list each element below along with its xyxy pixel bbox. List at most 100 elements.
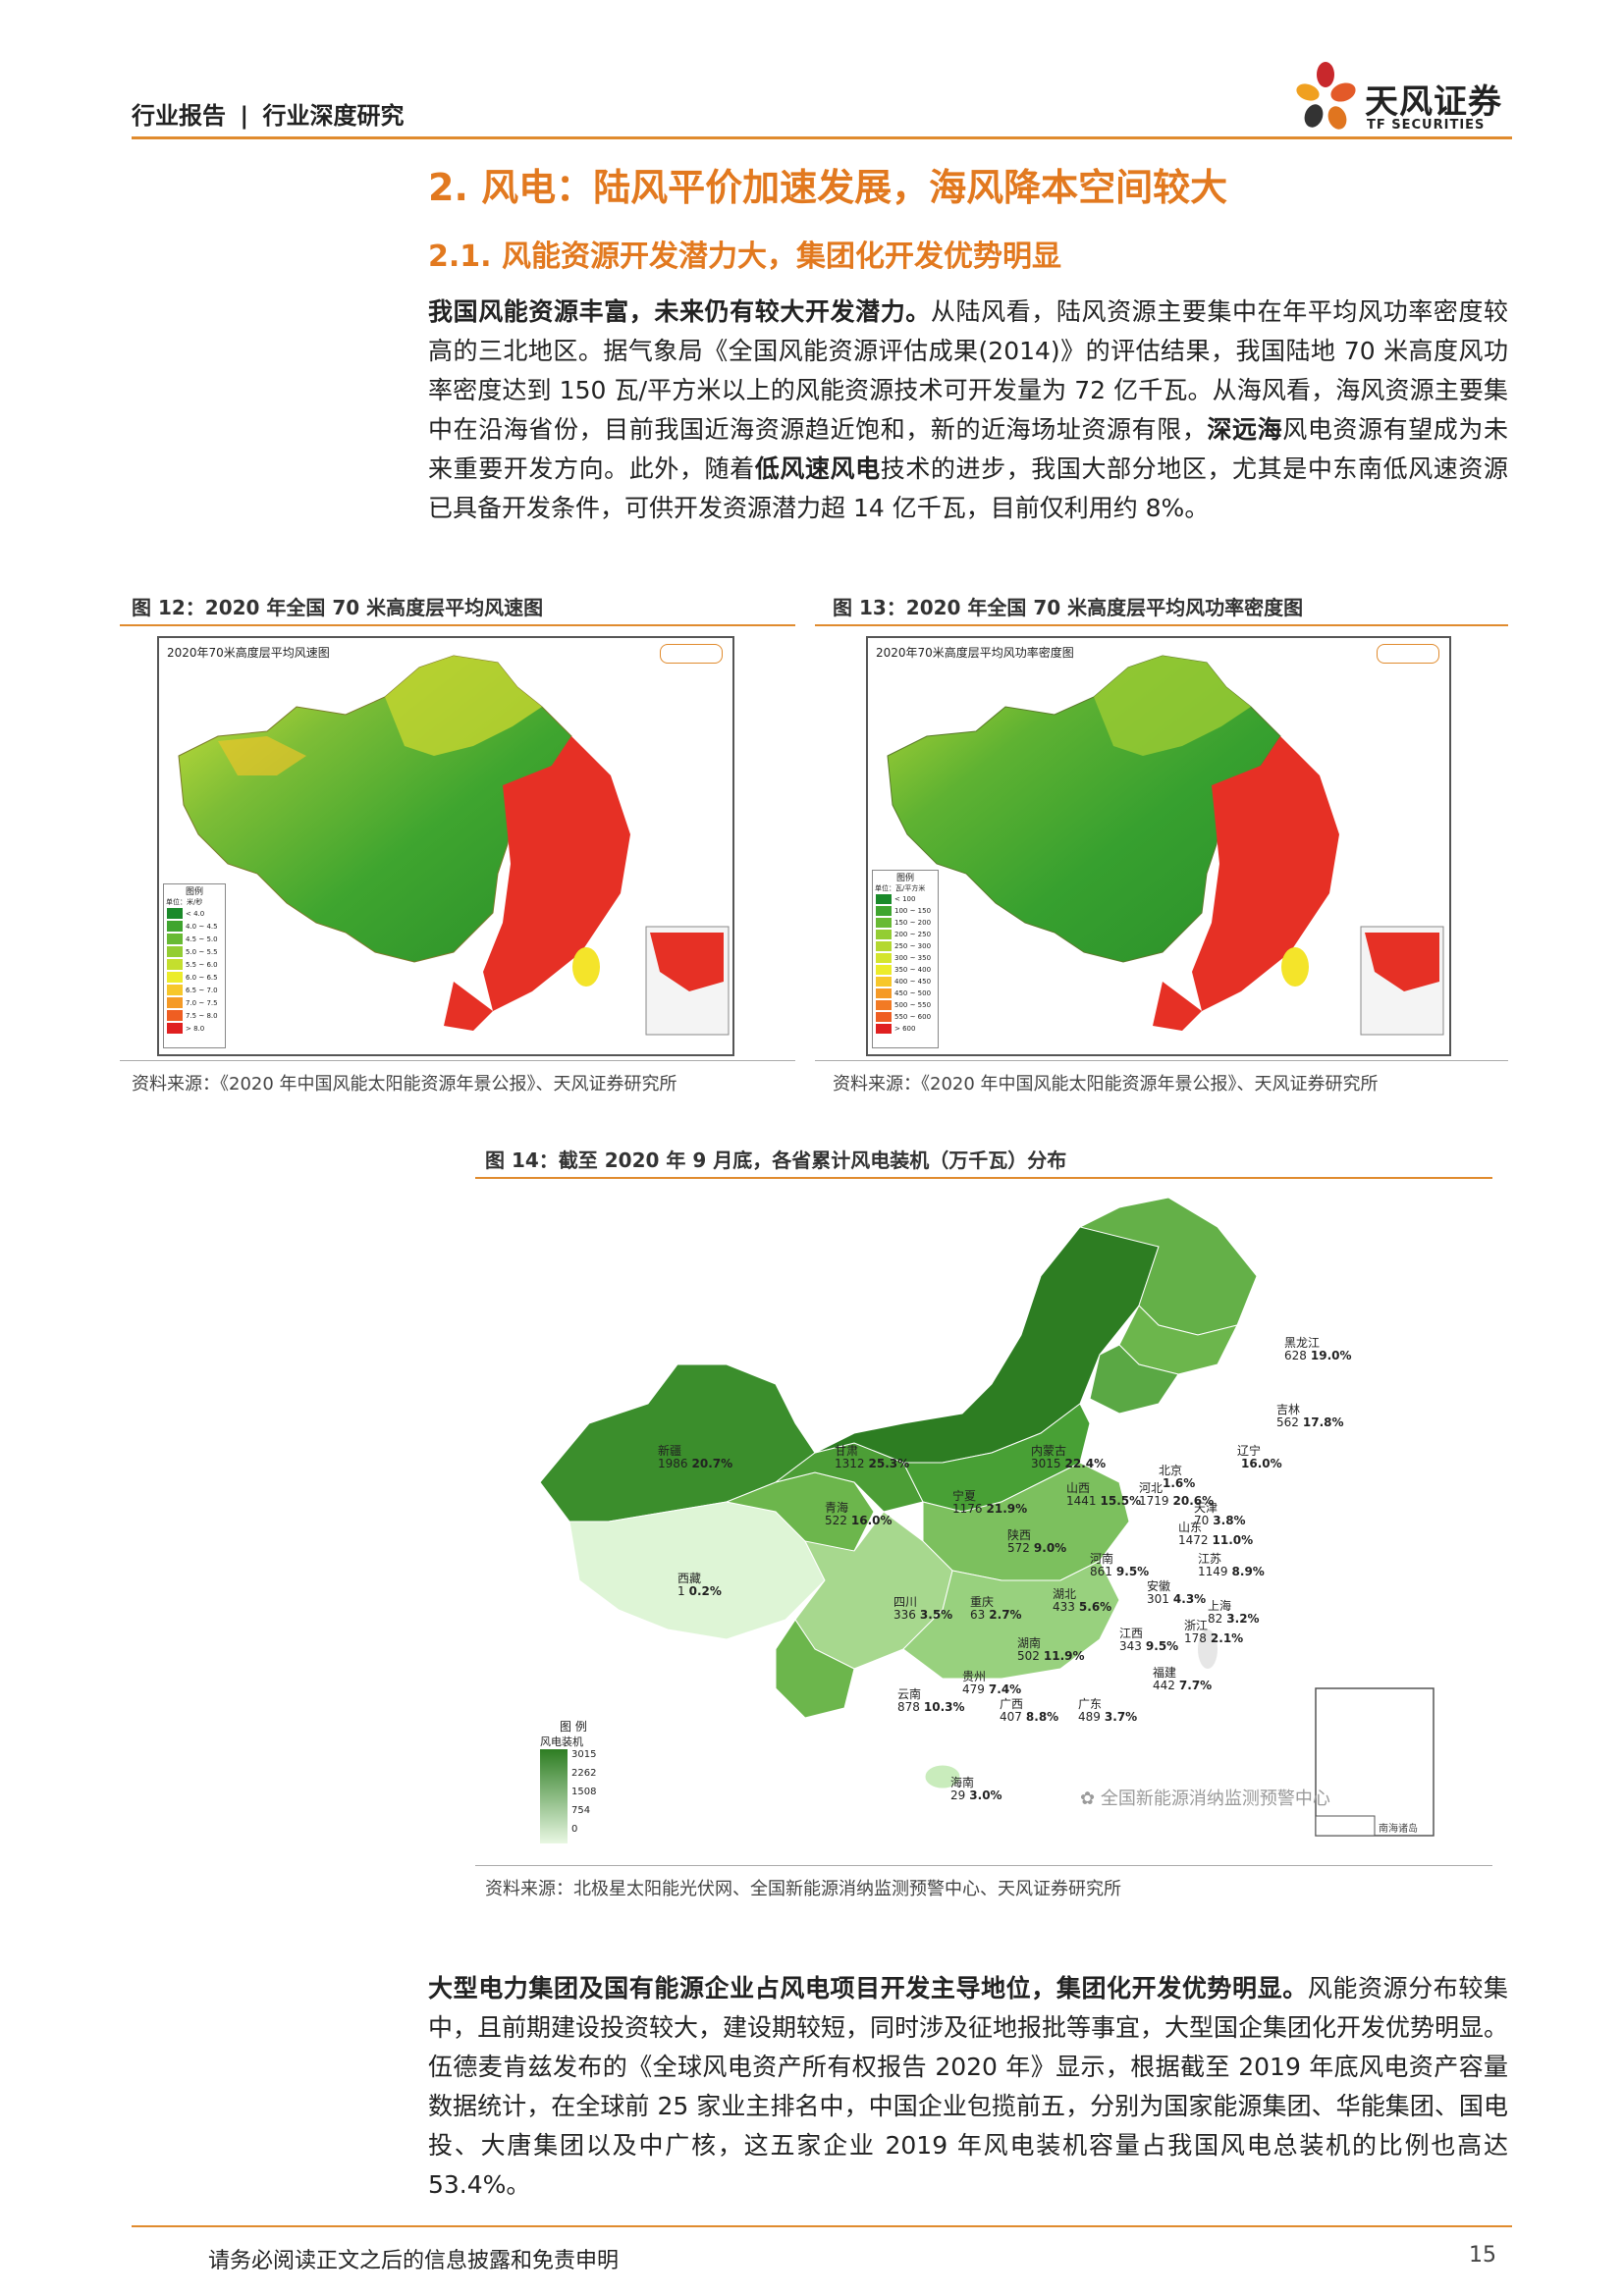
fig14-map: 新疆 1986 20.7% 西藏 1 0.2% 青海 522 16.0% 甘肃 1312 25.3% 内…	[530, 1188, 1453, 1865]
province-label: 江西 343 9.5%	[1119, 1628, 1178, 1653]
fig12-source: 资料来源：《2020 年中国风能太阳能资源年景公报》、天风证券研究所	[132, 1074, 677, 1095]
province-label: 广东 489 3.7%	[1078, 1698, 1137, 1724]
legend-swatch	[876, 918, 892, 928]
province-values: 178 2.1%	[1184, 1632, 1243, 1645]
legend-row: 500 ~ 550	[873, 999, 938, 1011]
province-name: 西藏	[677, 1572, 702, 1585]
province-capacity: 572	[1007, 1541, 1030, 1555]
fig14-rule	[475, 1177, 1492, 1179]
fig14-legend-ticks: 3015 2262 1508 754 0	[571, 1745, 596, 1839]
province-label: 黑龙江 628 19.0%	[1284, 1337, 1352, 1362]
fig12-weather-logo	[660, 644, 723, 664]
province-name: 湖南	[1017, 1636, 1042, 1650]
province-name: 湖北	[1053, 1587, 1077, 1601]
province-label: 江苏 1149 8.9%	[1198, 1553, 1265, 1578]
fig14-bottom-rule	[475, 1865, 1492, 1866]
province-capacity: 1986	[658, 1457, 688, 1470]
province-capacity: 1312	[835, 1457, 865, 1470]
province-share: 21.9%	[986, 1502, 1028, 1516]
legend-swatch	[167, 959, 183, 970]
province-label: 福建 442 7.7%	[1153, 1667, 1212, 1692]
province-label: 四川 336 3.5%	[893, 1596, 952, 1622]
para1-bold-deepsea: 深远海	[1207, 415, 1283, 444]
province-capacity: 336	[893, 1608, 916, 1622]
legend-row: 100 ~ 150	[873, 905, 938, 917]
province-share: 2.7%	[989, 1608, 1022, 1622]
province-capacity: 63	[970, 1608, 986, 1622]
fig13-source: 资料来源：《2020 年中国风能太阳能资源年景公报》、天风证券研究所	[833, 1074, 1379, 1095]
province-share: 9.0%	[1033, 1541, 1067, 1555]
province-share: 5.6%	[1078, 1600, 1112, 1614]
province-values: 861 9.5%	[1090, 1566, 1149, 1578]
legend-swatch	[167, 985, 183, 995]
legend-label: 100 ~ 150	[894, 907, 932, 915]
fig12-legend-title: 图例	[185, 887, 203, 897]
legend-label: 6.5 ~ 7.0	[186, 986, 218, 994]
legend-label: 350 ~ 400	[894, 966, 932, 974]
province-values: 442 7.7%	[1153, 1680, 1212, 1692]
fig13-title: 图 13：2020 年全国 70 米高度层平均风功率密度图	[833, 596, 1304, 619]
province-share: 11.0%	[1212, 1533, 1254, 1547]
province-label: 湖北 433 5.6%	[1053, 1588, 1111, 1614]
fig14-legend-title: 图 例	[560, 1720, 587, 1734]
province-name: 天津	[1194, 1501, 1218, 1515]
province-name: 河北	[1139, 1481, 1164, 1495]
province-capacity: 628	[1284, 1349, 1307, 1362]
province-share: 11.9%	[1043, 1649, 1085, 1663]
legend-tick: 0	[571, 1824, 578, 1835]
legend-label: 7.5 ~ 8.0	[186, 1011, 218, 1020]
header-separator: |	[240, 102, 249, 130]
province-share: 3.7%	[1104, 1710, 1138, 1724]
province-share: 7.4%	[988, 1682, 1022, 1696]
fig14-legend-subtitle: 风电装机	[540, 1735, 583, 1748]
fig13-map-title: 2020年70米高度层平均风功率密度图	[876, 646, 1074, 660]
legend-swatch	[876, 953, 892, 963]
province-share: 25.3%	[868, 1457, 910, 1470]
province-label: 湖南 502 11.9%	[1017, 1637, 1085, 1663]
province-label: 新疆 1986 20.7%	[658, 1445, 732, 1470]
province-share: 8.9%	[1231, 1565, 1265, 1578]
legend-row: 400 ~ 450	[873, 976, 938, 988]
province-name: 辽宁	[1237, 1444, 1262, 1458]
fig12-legend-unit: 单位：米/秒	[166, 898, 203, 906]
province-label: 重庆 63 2.7%	[970, 1596, 1022, 1622]
legend-swatch	[876, 930, 892, 939]
legend-label: 4.5 ~ 5.0	[186, 934, 218, 943]
province-share: 3.2%	[1226, 1612, 1260, 1626]
fig12-legend-items: < 4.0 4.0 ~ 4.5 4.5 ~ 5.0 5.0 ~ 5.5 5.5 ~ 6.…	[164, 907, 225, 1035]
legend-label: > 600	[894, 1025, 916, 1033]
legend-swatch	[876, 906, 892, 916]
fig13-legend: 图例 单位：瓦/平方米 < 100 100 ~ 150 150 ~ 200 200 ~…	[872, 870, 939, 1048]
logo-en-text: TF SECURITIES	[1367, 118, 1486, 133]
header-subcategory: 行业深度研究	[262, 102, 405, 130]
legend-tick: 1508	[571, 1787, 597, 1797]
province-label: 西藏 1 0.2%	[677, 1573, 722, 1598]
legend-tick: 2262	[571, 1768, 597, 1779]
fig14-legend-gradient	[540, 1749, 568, 1843]
footer-disclaimer: 请务必阅读正文之后的信息披露和免责申明	[208, 2249, 620, 2273]
province-values: 63 2.7%	[970, 1609, 1022, 1622]
province-capacity: 442	[1153, 1679, 1175, 1692]
fig12-rule	[120, 624, 795, 626]
footer-rule	[132, 2225, 1512, 2227]
page-number: 15	[1469, 2243, 1496, 2268]
province-name: 新疆	[658, 1444, 682, 1458]
legend-row: 7.0 ~ 7.5	[164, 996, 225, 1009]
province-values: 1312 25.3%	[835, 1458, 909, 1470]
legend-label: 400 ~ 450	[894, 978, 932, 986]
province-values: 336 3.5%	[893, 1609, 952, 1622]
province-label: 广西 407 8.8%	[1000, 1698, 1058, 1724]
province-capacity: 301	[1147, 1592, 1169, 1606]
legend-label: < 100	[894, 895, 916, 903]
province-capacity: 1441	[1066, 1494, 1097, 1508]
province-values: 1441 15.5%	[1066, 1495, 1141, 1508]
legend-row: > 8.0	[164, 1022, 225, 1035]
province-values: 1472 11.0%	[1178, 1534, 1253, 1547]
province-name: 山西	[1066, 1481, 1091, 1495]
province-share: 22.4%	[1064, 1457, 1107, 1470]
province-label: 北京 1.6%	[1159, 1465, 1195, 1490]
fig13-legend-title: 图例	[895, 874, 914, 883]
province-capacity: 861	[1090, 1565, 1112, 1578]
legend-row: 450 ~ 500	[873, 988, 938, 999]
province-values: 1176 21.9%	[952, 1503, 1027, 1516]
